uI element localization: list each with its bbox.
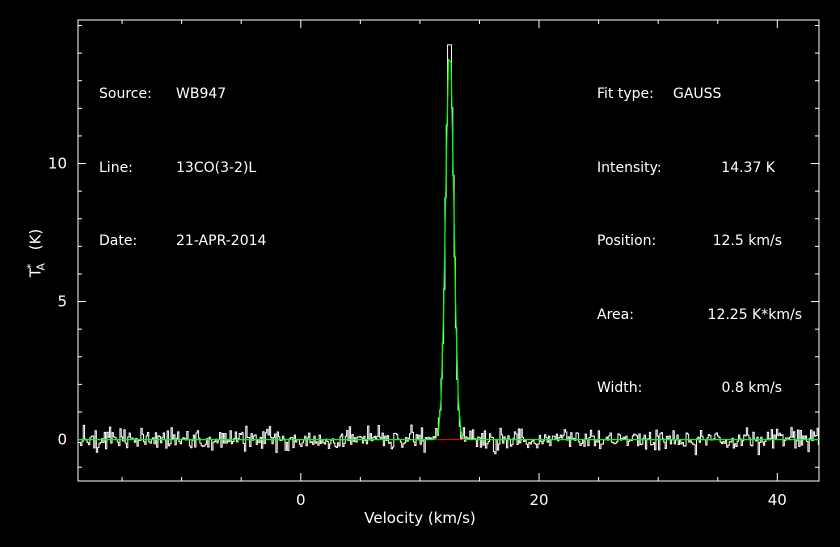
fit-info: Fit type: GAUSS Intensity: 14.37 K Posit… — [597, 33, 827, 425]
fit-type-label: Fit type: — [597, 86, 654, 102]
area-value: 12.25 K*km/s — [707, 306, 802, 323]
width-label: Width: — [597, 380, 643, 396]
observation-info: Source: WB947 Line: 13CO(3-2)L Date: 21-… — [99, 33, 359, 278]
y-tick-label: 0 — [57, 431, 67, 449]
intensity-value: 14.37 K — [721, 159, 775, 176]
date-row: Date: 21-APR-2014 — [99, 229, 359, 254]
x-tick-label: 20 — [529, 491, 548, 509]
x-axis-label: Velocity (km/s) — [364, 509, 476, 527]
gaussian-fit-curve — [78, 58, 819, 441]
x-tick-label: 40 — [768, 491, 787, 509]
width-row: Width: 0.8 km/s — [597, 376, 827, 401]
y-axis-label-subscript: A — [34, 263, 48, 271]
date-label: Date: — [99, 233, 138, 249]
area-row: Area: 12.25 K*km/s — [597, 303, 827, 328]
line-value: 13CO(3-2)L — [176, 159, 257, 176]
x-tick-label: 0 — [296, 491, 306, 509]
position-row: Position: 12.5 km/s — [597, 229, 827, 254]
intensity-label: Intensity: — [597, 159, 662, 176]
intensity-row: Intensity: 14.37 K — [597, 156, 827, 181]
width-value: 0.8 km/s — [721, 380, 782, 396]
source-row: Source: WB947 — [99, 82, 359, 107]
y-tick-label: 10 — [48, 155, 67, 173]
spectrum-histogram — [78, 44, 819, 456]
source-label: Source: — [99, 86, 152, 102]
line-row: Line: 13CO(3-2)L — [99, 156, 359, 181]
fit-type-row: Fit type: GAUSS — [597, 82, 827, 107]
plot-frame — [77, 19, 820, 482]
area-label: Area: — [597, 306, 634, 323]
date-value: 21-APR-2014 — [176, 233, 267, 249]
source-value: WB947 — [176, 86, 227, 102]
y-axis-label-unit: (K) — [26, 228, 45, 251]
position-value: 12.5 km/s — [712, 233, 782, 249]
y-axis-label: T*A (K) — [25, 229, 48, 278]
y-tick-label: 5 — [57, 293, 67, 311]
position-label: Position: — [597, 233, 657, 249]
fit-type-value: GAUSS — [673, 86, 722, 102]
line-label: Line: — [99, 159, 133, 176]
